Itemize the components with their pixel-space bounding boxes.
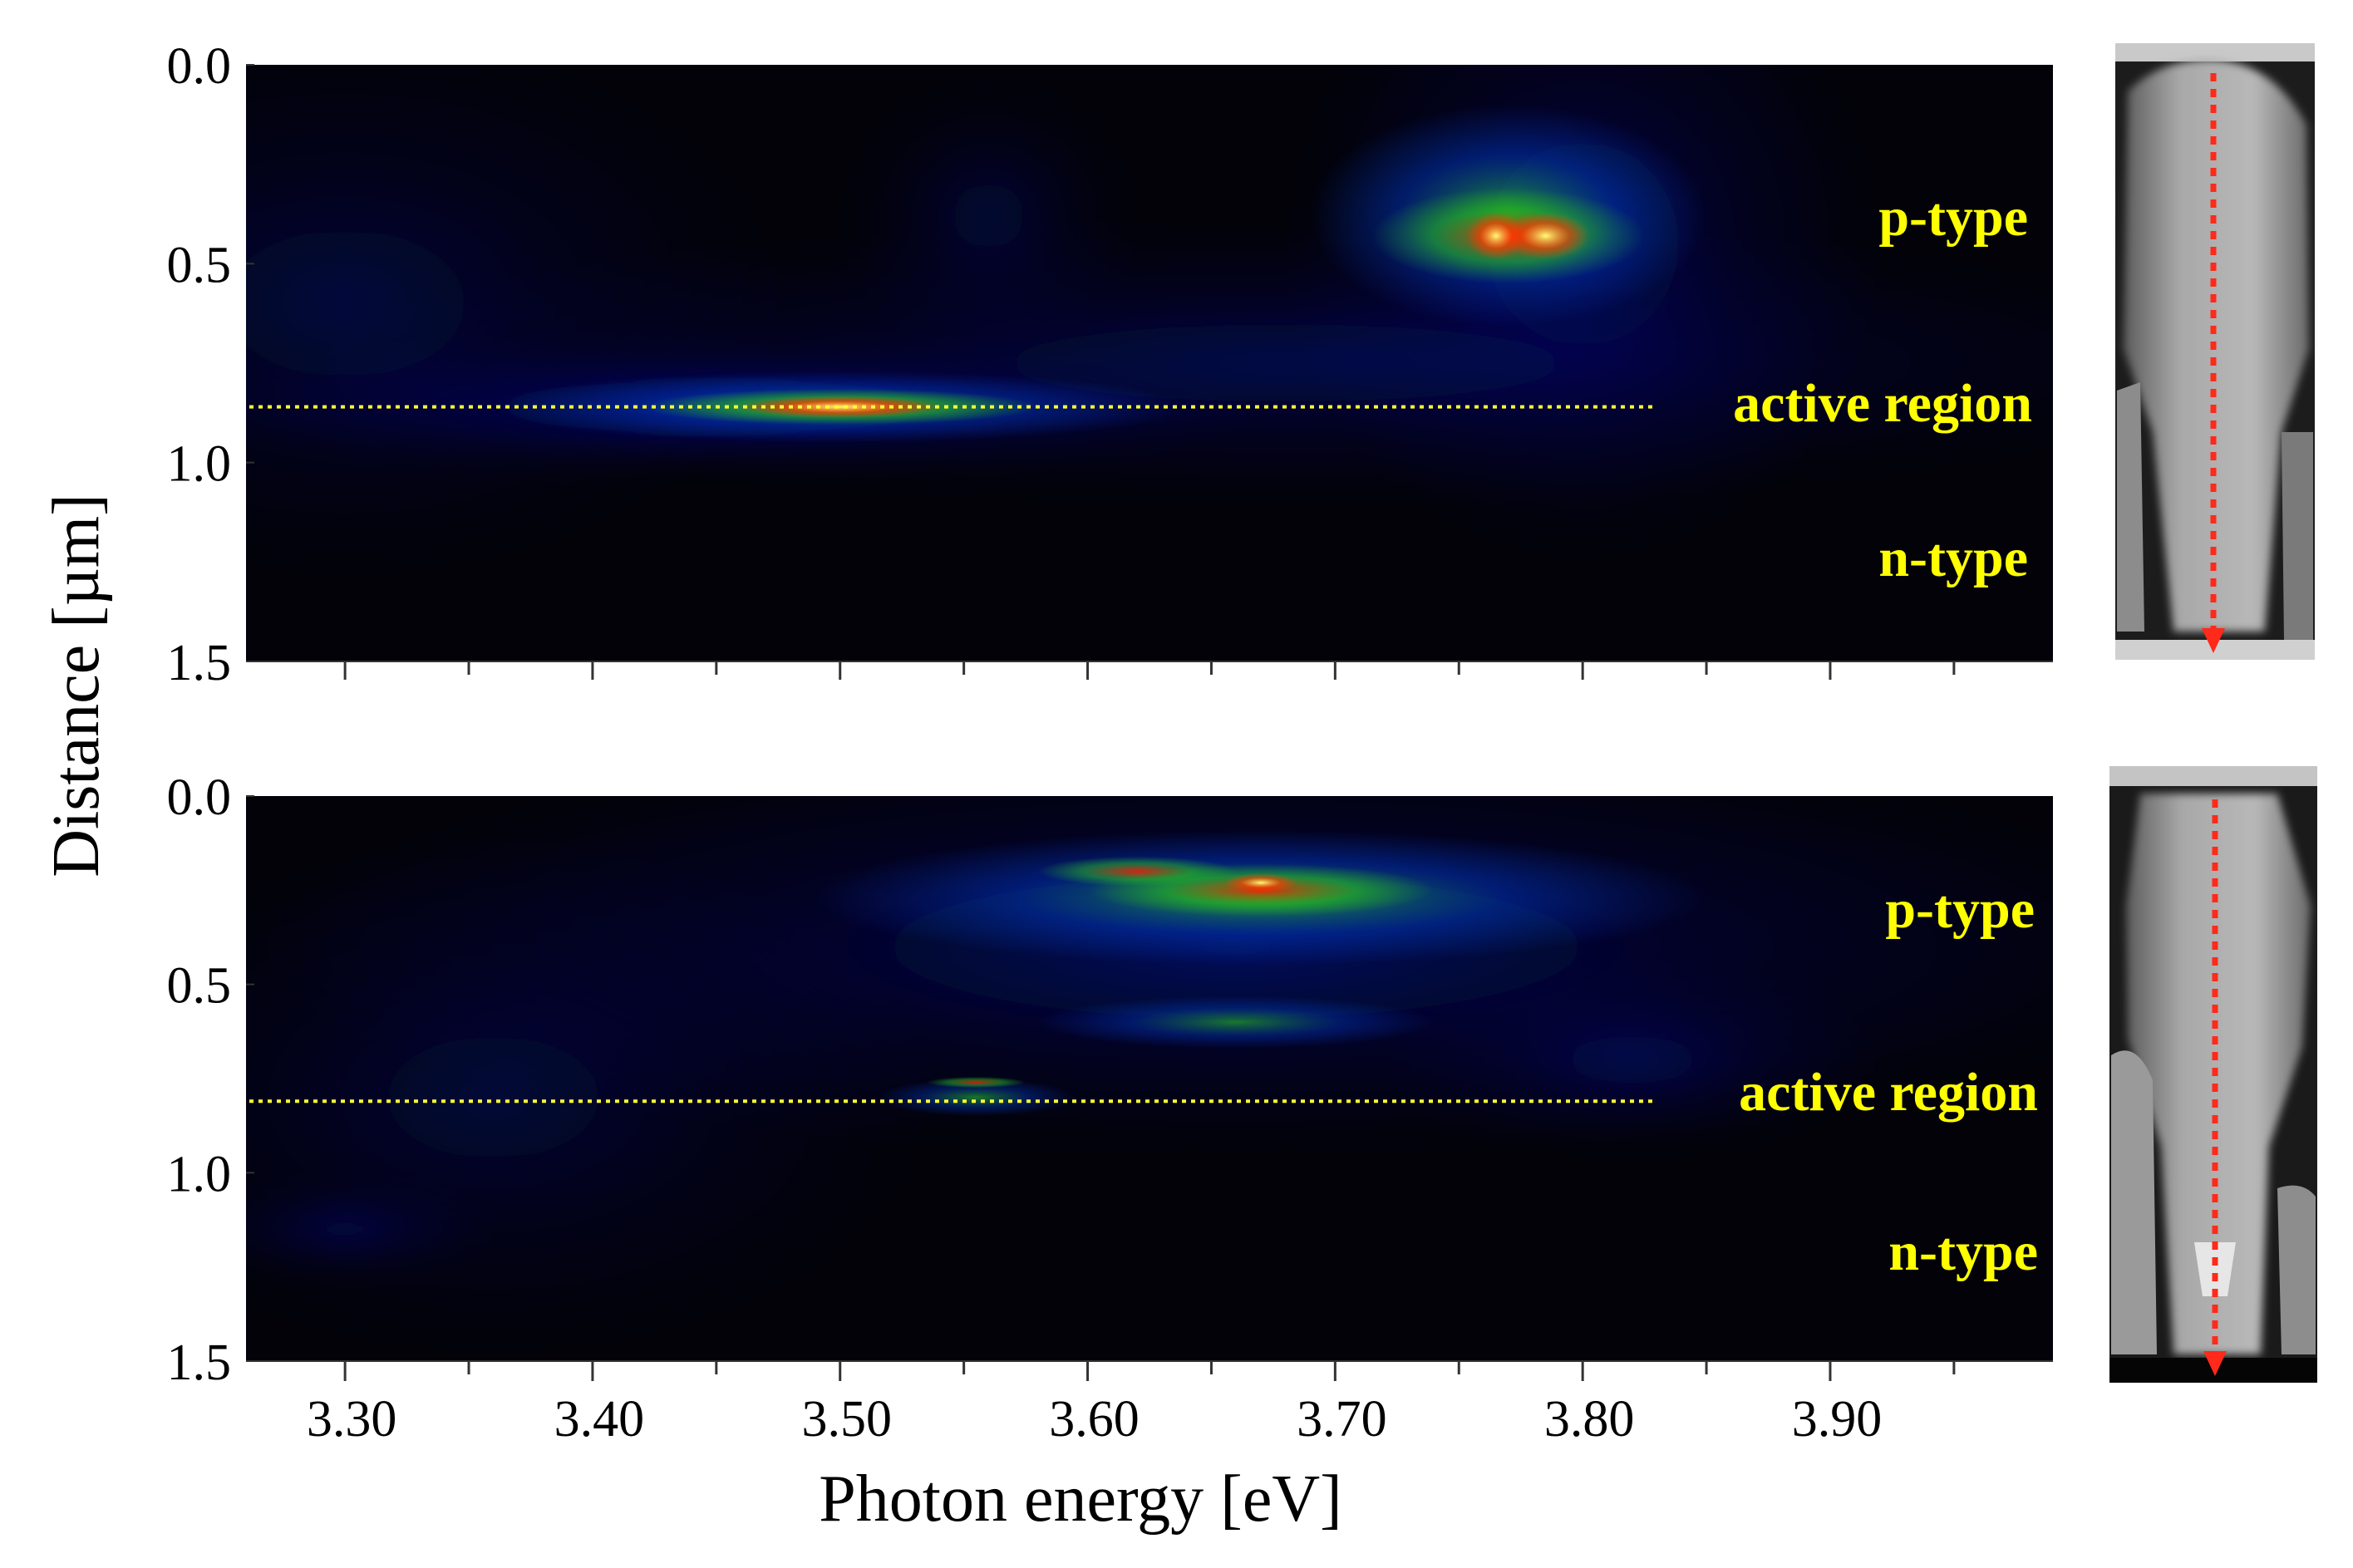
bottom-sem-arrow-head [2203,1351,2227,1376]
bottom-heatmap-blob-6 [1037,856,1237,887]
top-sem-inset [2115,43,2315,660]
bottom-heatmap-blob-7 [1223,872,1298,892]
top-n-type-label: n-type [1878,528,2028,588]
top-heatmap-blob-7 [741,396,939,419]
y-tick-label: 1.0 [167,436,232,493]
bottom-heatmap-blob-9 [877,1079,1076,1117]
bottom-heatmap-blob-1 [246,833,939,1361]
bottom-n-type-label: n-type [1888,1221,2038,1282]
top-p-type-label: p-type [1878,187,2028,248]
bottom-active-region-label: active region [1739,1062,2038,1123]
bottom-heatmap-blob-8 [1037,995,1435,1049]
top-heatmap [246,65,2053,582]
y-tick-label: 0.5 [167,237,232,293]
y-axis-label: Distance [µm] [40,494,113,877]
middle-x-tick-marks [246,661,2053,680]
y-tick-label: 1.0 [167,1146,232,1202]
bottom-p-type-label: p-type [1885,879,2035,940]
x-axis: 3.30 3.40 3.50 3.60 3.70 3.80 3.90 [246,1360,2053,1448]
top-heatmap-blob-10 [1500,212,1591,260]
x-tick-label: 3.40 [554,1391,645,1448]
bottom-y-axis: 0.0 0.5 1.0 1.5 [167,769,254,1391]
y-tick-label: 1.5 [167,635,232,691]
bottom-heatmap-blob-2 [246,1183,494,1275]
top-panel: p-type active region n-type 0.0 0.5 1.0 1.5 [167,38,2053,691]
top-sem-arrow-head [2202,628,2225,653]
top-active-region-label: active region [1733,373,2032,434]
y-tick-label: 0.0 [167,769,232,826]
top-heatmap-blob-4 [839,76,1138,356]
x-tick-label: 3.70 [1297,1391,1387,1448]
x-axis-label: Photon energy [eV] [819,1462,1342,1536]
x-tick-label: 3.80 [1544,1391,1635,1448]
bottom-heatmap [246,796,2053,1361]
x-tick-label: 3.30 [307,1391,397,1448]
top-heatmap-blob-3 [246,65,791,582]
x-tick-label: 3.90 [1792,1391,1883,1448]
y-tick-label: 1.5 [167,1335,232,1391]
top-y-axis: 0.0 0.5 1.0 1.5 [167,38,254,691]
top-heatmap-blob-11 [1466,212,1526,260]
x-tick-label: 3.60 [1049,1391,1140,1448]
x-tick-label: 3.50 [801,1391,892,1448]
y-tick-label: 0.5 [167,958,232,1015]
bottom-heatmap-blob-3 [1384,966,1880,1154]
bottom-heatmap-blob-10 [926,1076,1026,1089]
bottom-sem-inset [2109,766,2317,1383]
bottom-panel: p-type active region n-type 0.0 0.5 1.0 1.5 [167,769,2053,1391]
y-tick-label: 0.0 [167,38,232,95]
